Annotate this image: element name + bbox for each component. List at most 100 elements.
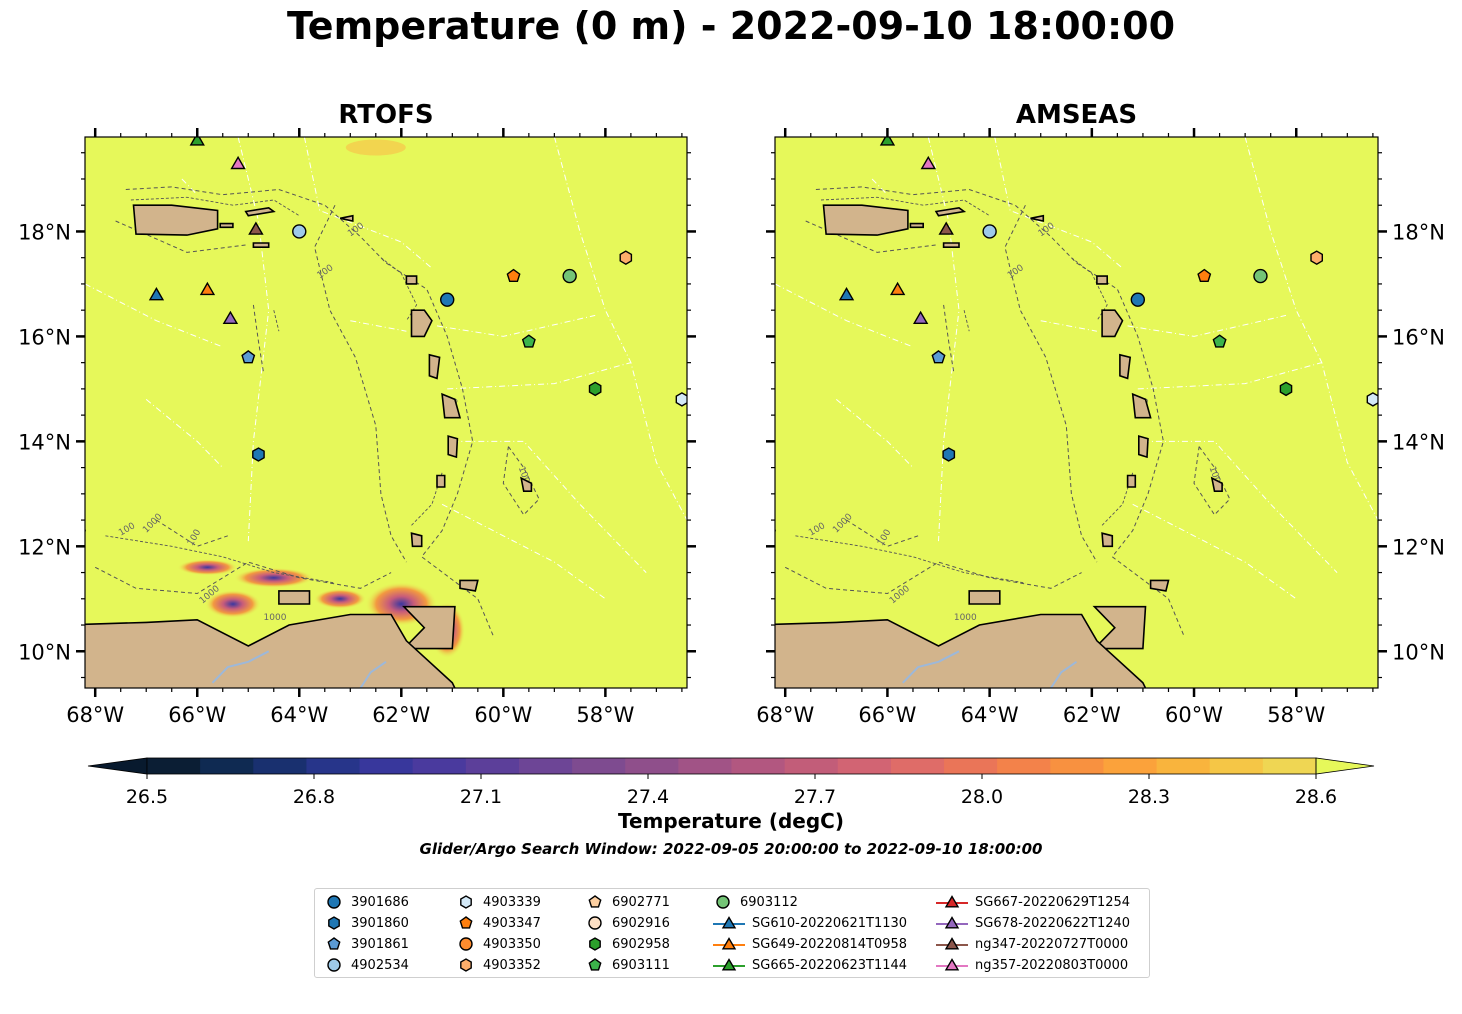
- legend-label: 4903350: [483, 936, 541, 952]
- legend-swatch: [460, 958, 472, 972]
- legend-item-SG678-20220622T1240: SG678-20220622T1240: [935, 913, 1130, 933]
- legend-label: SG610-20220621T1130: [752, 915, 908, 931]
- legend-marker: [327, 937, 341, 950]
- legend-swatch: [936, 895, 968, 908]
- river: [902, 650, 960, 684]
- colorbar-tick-label: 26.8: [293, 786, 335, 808]
- legend-swatch: [713, 958, 745, 971]
- contour-label: 1000: [954, 613, 977, 623]
- marker-6903112: [1253, 268, 1268, 284]
- colorbar-swatch: [1156, 758, 1211, 774]
- land-st-vincent: [436, 474, 446, 488]
- legend-item-SG667-20220629T1254: SG667-20220629T1254: [935, 892, 1130, 912]
- legend-item-4903347: 4903347: [455, 913, 541, 933]
- x-tick-label: 58°W: [1267, 703, 1325, 727]
- river: [1050, 660, 1078, 688]
- river: [211, 650, 270, 684]
- colorbar-swatch: [625, 758, 679, 774]
- x-tick-label: 68°W: [756, 703, 814, 727]
- marker-3901861: [241, 350, 256, 364]
- legend-item-4903352: 4903352: [455, 955, 541, 975]
- marker-SG678-20220622T1240: [222, 310, 239, 324]
- land-tobago: [1149, 579, 1170, 592]
- legend-label: 3901860: [351, 915, 409, 931]
- legend-marker: [327, 958, 341, 972]
- legend-marker: [588, 916, 602, 930]
- legend-swatch: [588, 895, 602, 908]
- legend-swatch: [327, 937, 341, 950]
- eez-boundary: [447, 362, 632, 390]
- eez-boundary: [1127, 314, 1287, 337]
- bathymetry-contour-1000: [1193, 446, 1231, 516]
- colorbar-tick-label: 26.5: [126, 786, 168, 808]
- colorbar-swatch: [465, 758, 520, 774]
- colorbar-label: Temperature (degC): [618, 809, 844, 833]
- legend-item-3901686: 3901686: [323, 892, 409, 912]
- marker-4903352: [1310, 250, 1324, 266]
- y-tick-label: 10°N: [18, 640, 71, 664]
- eez-boundary: [1142, 440, 1338, 573]
- eez-boundary: [452, 440, 647, 573]
- eez-boundary: [1040, 320, 1097, 332]
- bathymetry-contour-1000: [805, 220, 939, 253]
- land-antigua: [1096, 275, 1108, 285]
- x-tick-label: 62°W: [1063, 703, 1121, 727]
- colorbar-swatch: [1103, 758, 1158, 774]
- colorbar-swatch: [997, 758, 1051, 774]
- contour-label: 1000: [264, 613, 287, 623]
- marker-4903347: [1197, 268, 1212, 282]
- legend-swatch: [936, 937, 968, 950]
- legend-swatch: [327, 958, 341, 972]
- legend-label: 4903339: [483, 894, 541, 910]
- legend-swatch: [713, 937, 745, 950]
- legend-marker: [459, 916, 473, 929]
- colorbar-swatch: [147, 758, 201, 774]
- colorbar-under-extend: [87, 757, 148, 775]
- land-barbados: [520, 476, 533, 492]
- eez-boundary: [553, 137, 687, 521]
- marker-6903112: [562, 268, 577, 284]
- legend-swatch: [588, 958, 602, 971]
- y-tick-label: 16°N: [18, 325, 71, 349]
- colorbar-tick-label: 27.7: [794, 786, 836, 808]
- colorbar-swatch: [678, 758, 733, 774]
- eez-boundary: [441, 503, 606, 600]
- land-trinidad: [402, 605, 456, 650]
- colorbar-swatch: [890, 758, 945, 774]
- land-vieques: [219, 222, 234, 229]
- legend-label: 6903111: [612, 957, 670, 973]
- eez-boundary: [994, 137, 1123, 269]
- land-martinique: [1131, 392, 1152, 419]
- eez-boundary: [775, 283, 914, 348]
- legend-label: 6902771: [612, 894, 670, 910]
- marker-SG649-20220814T0958: [199, 281, 216, 296]
- marker-SG610-20220621T1130: [148, 286, 165, 301]
- y-tick-label: 12°N: [1392, 535, 1445, 559]
- colorbar-swatch: [412, 758, 467, 774]
- bathymetry-contour-1000: [943, 304, 955, 374]
- legend-label: ng357-20220803T0000: [975, 957, 1129, 973]
- legend-label: 6902916: [612, 915, 670, 931]
- legend-item-ng357-20220803T0000: ng357-20220803T0000: [935, 955, 1128, 975]
- marker-6902958: [1279, 381, 1293, 397]
- legend-item-4903339: 4903339: [455, 892, 541, 912]
- legend-swatch: [328, 916, 340, 930]
- temperature-anomaly: [204, 590, 261, 619]
- x-tick-label: 66°W: [858, 703, 916, 727]
- bathymetry-contour-1000: [252, 304, 265, 374]
- legend-label: SG678-20220622T1240: [975, 915, 1131, 931]
- land-puerto-rico: [132, 204, 219, 236]
- y-tick-label: 18°N: [18, 220, 71, 244]
- legend-label: 6903112: [740, 894, 798, 910]
- legend-item-3901861: 3901861: [323, 934, 409, 954]
- legend-label: ng347-20220727T0000: [975, 936, 1129, 952]
- temperature-anomaly: [233, 567, 314, 588]
- legend-swatch: [936, 958, 968, 971]
- land-barbados: [1210, 476, 1223, 492]
- bathymetry-contour-1000: [846, 519, 919, 547]
- marker-4903339: [1366, 392, 1378, 407]
- land-tobago: [459, 579, 479, 592]
- land-virgin-islands-b: [942, 242, 960, 248]
- land-guadeloupe: [1101, 309, 1124, 338]
- colorbar-swatch: [306, 758, 361, 774]
